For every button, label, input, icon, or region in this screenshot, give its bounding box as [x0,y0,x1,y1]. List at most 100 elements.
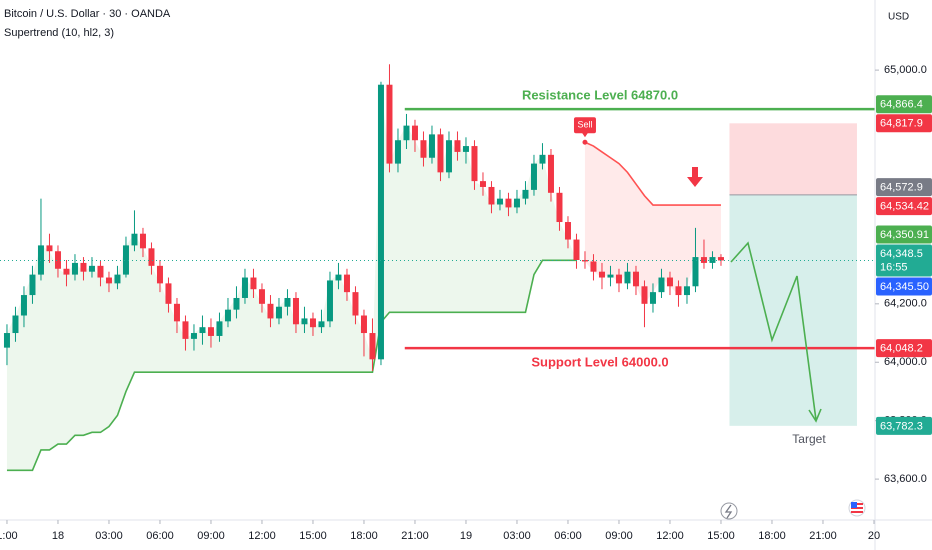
x-tick-label: 06:00 [146,530,174,542]
candle-body [360,315,367,334]
signal-box [573,117,596,134]
candle-body [675,286,682,296]
replay-icon-bolt [724,504,733,519]
candle-body [445,140,452,173]
x-tick-label: 03:00 [503,530,531,542]
x-tick-label: 09:00 [197,530,225,542]
y-tick-label: 63,600.0 [884,473,927,485]
signal-dot [582,139,588,145]
x-tick-label: 03:00 [95,530,123,542]
candle-body [564,222,571,240]
candle-body [598,271,605,278]
y-tick-label: 64,200.0 [884,298,927,310]
position-layer [729,123,857,426]
candle-body [190,333,197,339]
candle-body [437,134,444,173]
candle-body [649,292,656,304]
supertrend-fill [584,142,721,304]
price-tag [876,277,932,296]
price-tag-label: 64,350.91 [880,229,929,241]
flag-canton [851,502,857,508]
x-tick-label: 12:00 [656,530,684,542]
candle-body [46,245,53,252]
candle-body [343,274,350,293]
candle-body [607,274,614,278]
candle-body [641,286,648,304]
candle-body [369,333,376,360]
candle-body [165,283,172,304]
candle-body [479,181,486,187]
supertrend-line [6,259,577,472]
candle-body [156,265,163,284]
candle-body [148,248,155,266]
x-tick-label: 15:00 [707,530,735,542]
signal-label: Sell [577,120,592,130]
candle-body [624,271,631,284]
flag-icon[interactable] [848,499,866,517]
candle-body [386,84,393,164]
price-tag-label: 64,048.2 [880,343,923,355]
candle-body [666,277,673,287]
candle-body [122,245,129,275]
candle-body [318,321,325,328]
candle-body [80,262,87,272]
candle-body [411,125,418,141]
candle-body [496,198,503,205]
candle-body [105,277,112,284]
candle-body [335,274,342,281]
y-tick-label: 64,000.0 [884,356,927,368]
x-tick-label: 15:00 [299,530,327,542]
candle-body [63,268,70,275]
flag-stripe [851,511,863,513]
candle-body [573,239,580,260]
price-tag-label: 64,866.4 [880,99,923,111]
price-tag [876,114,932,133]
x-tick-label: 19 [460,530,472,542]
candle-body [131,233,138,246]
candle-body [173,303,180,322]
candle-body [462,146,469,152]
x-tick-label: 1:00 [0,530,18,542]
x-tick-label: 09:00 [605,530,633,542]
x-tick-label: 21:00 [401,530,429,542]
candle-body [590,261,597,272]
signal-pointer [581,132,588,138]
price-tag [876,197,932,216]
target-label: Target [792,432,826,446]
candle-body [454,140,461,152]
x-tick-label: 18:00 [758,530,786,542]
candle-body [692,257,699,287]
candle-body [250,277,257,290]
candle-body [199,327,206,334]
candle-body [530,163,537,190]
candle-body [97,265,104,278]
replay-icon-circle [720,502,738,520]
candle-body [513,198,520,208]
level-label: Resistance Level 64870.0 [522,88,678,103]
candle-body [683,286,690,296]
candle-body [301,318,308,325]
candle-body [539,154,546,164]
tag-layer: 64,866.4 64,817.9 64,572.9 64,534.42 64,350.… [876,95,932,435]
price-tag [876,416,932,435]
level-label: Support Level 64000.0 [531,355,668,370]
candle-body [403,125,410,141]
candle-body [505,198,512,208]
chart-title: Bitcoin / U.S. Dollar · 30 · OANDA [4,8,171,20]
fill-layer [6,84,721,471]
candle-body [114,274,121,284]
replay-icon[interactable] [720,502,738,520]
x-tick-label: 18:00 [350,530,378,542]
projection-arrowhead [808,408,822,423]
x-tick-label: 12:00 [248,530,276,542]
candle-body [309,318,316,328]
currency-label: USD [888,12,909,23]
candle-body [207,327,214,336]
supertrend-fill [6,84,577,471]
candle-body [522,189,529,199]
x-tick-label: 20 [868,530,880,542]
x-tick-label: 21:00 [809,530,837,542]
candle-body [12,315,19,334]
main-layer: Target Resistance Level 64870.0 Support Le… [0,64,875,472]
